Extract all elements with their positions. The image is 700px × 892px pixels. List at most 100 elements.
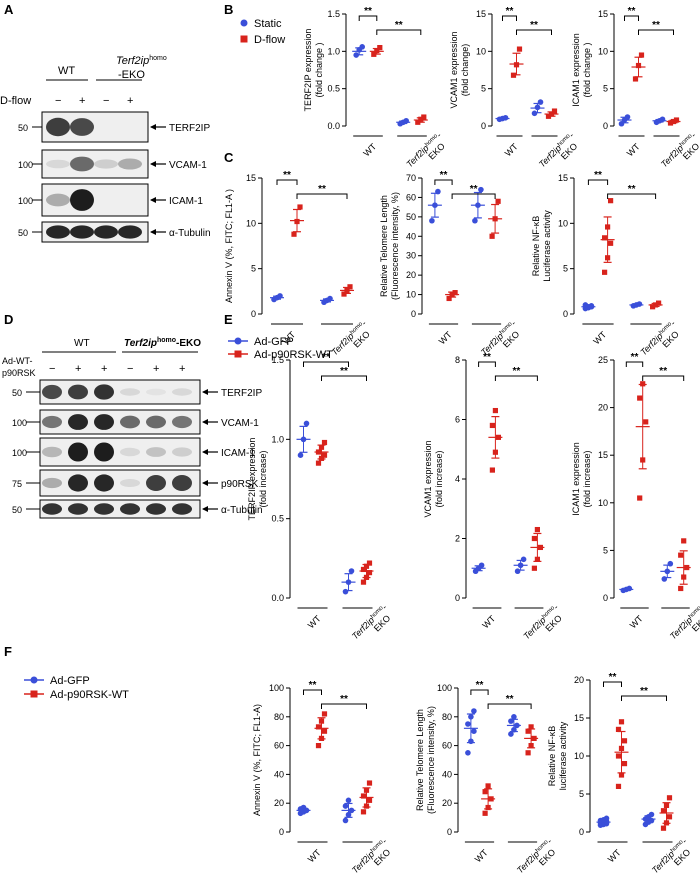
data-point-static: [468, 714, 474, 720]
y-tick-label: 0: [579, 827, 584, 837]
significance-bracket: [358, 15, 378, 21]
x-category-wt: WT: [606, 847, 623, 864]
lane-sign: +: [127, 95, 133, 107]
legend-e-gfp-marker: [234, 337, 242, 345]
data-point-static: [667, 560, 674, 567]
legend-e: Ad-GFP Ad-p90RSK-WT: [228, 336, 333, 361]
y-axis-label: Annexin V (%, FITC; FL1-A): [252, 704, 262, 816]
data-point-treated: [321, 728, 328, 734]
data-point-static: [648, 817, 655, 824]
blot-a-ko-suffix: -EKO: [118, 69, 145, 81]
significance-label: **: [395, 20, 403, 31]
y-tick-label: 20: [442, 798, 452, 808]
significance-bracket: [624, 15, 639, 21]
significance-label: **: [609, 672, 617, 683]
y-axis-label: Relative Telomere Length(Fluorescence in…: [379, 192, 400, 300]
blot-strip: [39, 379, 201, 405]
chart-e1: 0.0 0.5 1.0 1.5 TERF2IP expression(fold incr…: [247, 352, 392, 641]
blot-a-group-wt: WT: [58, 65, 75, 77]
band-signal: [146, 388, 166, 396]
data-point-treated: [360, 793, 367, 799]
y-tick-label: 0: [251, 309, 256, 319]
y-tick-label: 0.0: [271, 593, 284, 603]
data-point-treated: [608, 198, 614, 204]
data-point-treated: [551, 108, 558, 114]
band-arrow-head: [202, 419, 208, 425]
chart-f3: 0 5 10 15 20 Relative NF-κBluciferase activit…: [547, 672, 692, 875]
y-tick-label: 10: [476, 46, 486, 56]
y-tick-label: 60: [274, 741, 284, 751]
significance-bracket: [303, 689, 322, 695]
y-axis-label-line1: Relative NF-κB: [531, 216, 541, 277]
data-point-treated: [418, 116, 424, 122]
data-point-static: [435, 188, 441, 195]
data-point-treated: [482, 789, 488, 795]
lane-sign: −: [103, 95, 109, 107]
x-category-wt: WT: [625, 141, 642, 158]
data-point-treated: [489, 422, 495, 429]
y-axis-label-line1: Relative Telomere Length: [379, 195, 389, 297]
panel-label-b: B: [224, 2, 233, 17]
significance-label: **: [640, 686, 648, 697]
significance-label: **: [340, 694, 348, 705]
mw-marker: 100: [12, 418, 27, 428]
y-tick-label: 0.0: [327, 121, 340, 131]
data-point-treated: [635, 62, 642, 69]
legend-f-p90-marker: [30, 690, 38, 698]
y-axis-label: TERF2IP expression(fold increase): [247, 438, 268, 521]
x-category-wt: WT: [437, 329, 454, 346]
legend-e-p90-marker: [234, 350, 242, 358]
y-tick-label: 10: [574, 751, 584, 761]
data-point-static: [659, 116, 666, 123]
mw-marker: 50: [12, 505, 22, 515]
data-point-treated: [297, 204, 303, 210]
y-axis-label-line2: (fold increase): [258, 450, 268, 507]
y-tick-label: 0: [603, 593, 608, 603]
y-tick-label: 15: [574, 713, 584, 723]
y-axis-label-line2: (fold change ): [582, 42, 592, 97]
y-tick-label: 0.5: [327, 84, 340, 94]
y-tick-label: 15: [598, 9, 608, 19]
data-point-static: [465, 721, 471, 727]
data-point-static: [345, 797, 352, 804]
y-tick-label: 0: [603, 121, 608, 131]
significance-label: **: [628, 184, 636, 195]
panel-label-c: C: [224, 150, 234, 165]
data-point-treated: [638, 52, 645, 58]
significance-label: **: [283, 170, 291, 181]
y-tick-label: 15: [246, 173, 256, 183]
y-tick-label: 10: [246, 218, 256, 228]
y-axis-label-line2: (fold increase): [434, 450, 444, 507]
significance-label: **: [513, 366, 521, 377]
significance-bracket: [516, 29, 552, 35]
data-point-static: [327, 295, 333, 302]
legend-b-static-label: Static: [254, 18, 282, 30]
data-point-treated: [321, 711, 328, 717]
significance-label: **: [506, 6, 514, 17]
band-signal: [172, 415, 192, 429]
data-point-treated: [534, 526, 540, 533]
band-signal: [68, 414, 88, 430]
band-arrow-head: [202, 506, 208, 512]
data-point-treated: [374, 47, 380, 54]
data-point-treated: [615, 783, 622, 789]
data-point-treated: [446, 295, 452, 302]
band-arrow-head: [150, 197, 156, 203]
significance-bracket: [621, 695, 667, 701]
band-signal: [42, 415, 62, 429]
data-point-treated: [525, 750, 531, 756]
y-axis-label: Relative NF-κBLuciferase activity: [531, 210, 552, 282]
data-point-treated: [621, 761, 628, 767]
band-signal: [68, 474, 88, 492]
data-point-treated: [663, 820, 670, 826]
y-axis-label-line1: TERF2IP expression: [303, 29, 313, 112]
data-point-treated: [528, 724, 534, 730]
band-signal: [120, 388, 140, 396]
band-signal: [172, 447, 192, 457]
significance-label: **: [631, 352, 639, 363]
data-point-static: [502, 114, 509, 121]
significance-label: **: [440, 170, 448, 181]
data-point-treated: [318, 444, 325, 450]
data-point-treated: [488, 796, 494, 802]
significance-bracket: [487, 703, 532, 709]
